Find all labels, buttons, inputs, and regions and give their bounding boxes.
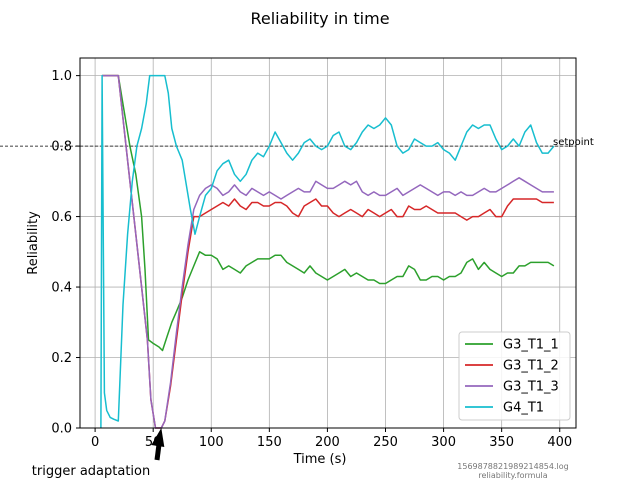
legend-entry: G3_T1_3: [503, 380, 559, 395]
series-group: [100, 74, 555, 429]
y-axis: 0.0 0.2 0.4 0.6 0.8 1.0: [51, 69, 80, 437]
x-tick-label: 0: [91, 435, 99, 450]
series-line-g3-t1-1: [102, 74, 555, 352]
legend: G3_T1_1 G3_T1_2 G3_T1_3 G4_T1: [458, 331, 571, 421]
series-line-g4-t1: [100, 74, 555, 429]
annotation-text: trigger adaptation: [32, 464, 150, 479]
setpoint-line: setpoint: [0, 137, 594, 148]
y-tick-label: 0.4: [51, 281, 72, 296]
annotation: trigger adaptation: [32, 428, 165, 479]
x-tick-label: 200: [315, 435, 340, 450]
annotation-arrow-head: [151, 428, 165, 447]
x-axis: 050100150200250300350400: [91, 428, 572, 450]
y-tick-label: 0.8: [51, 140, 72, 155]
chart-title: Reliability in time: [250, 9, 389, 28]
y-axis-label: Reliability: [26, 211, 41, 275]
series-line-g3-t1-3: [102, 74, 554, 429]
x-axis-label: Time (s): [293, 452, 347, 467]
legend-entry: G4_T1: [503, 401, 544, 416]
y-tick-label: 0.2: [51, 351, 72, 366]
x-tick-label: 350: [489, 435, 514, 450]
y-tick-label: 0.0: [51, 422, 72, 437]
x-tick-label: 100: [199, 435, 224, 450]
y-tick-label: 0.6: [51, 210, 72, 225]
legend-entry: G3_T1_2: [503, 359, 559, 374]
footnote-log: 1569878821989214854.log: [457, 462, 568, 471]
y-tick-label: 1.0: [51, 69, 72, 84]
setpoint-label: setpoint: [553, 137, 594, 148]
plot-frame: [79, 57, 577, 429]
legend-entry: G3_T1_1: [503, 338, 559, 353]
x-tick-label: 250: [373, 435, 398, 450]
legend-box: [458, 331, 571, 421]
x-tick-label: 300: [431, 435, 456, 450]
x-tick-label: 150: [257, 435, 282, 450]
footnote-formula: reliability.formula: [478, 471, 547, 480]
x-tick-label: 400: [547, 435, 572, 450]
